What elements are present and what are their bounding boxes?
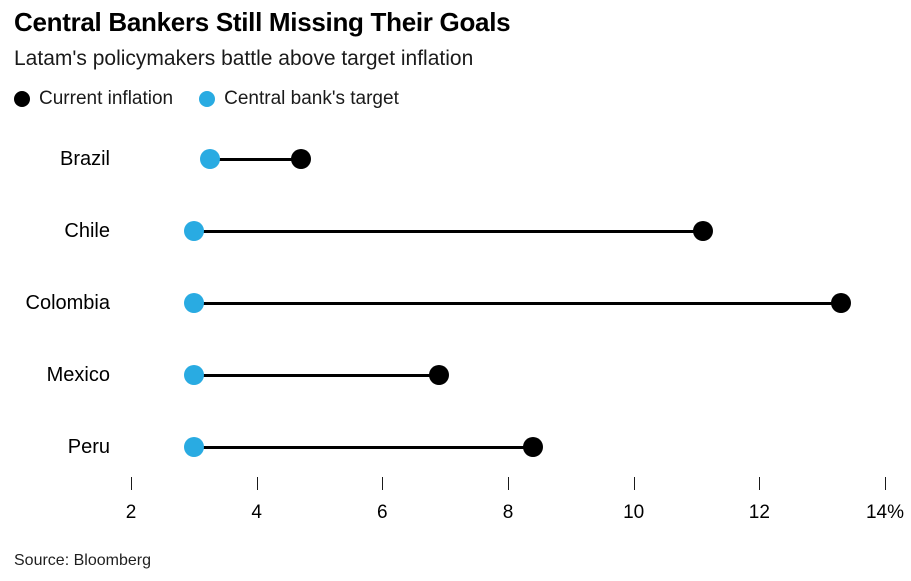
target-dot [183,437,204,457]
legend-label-current-inflation: Current inflation [39,88,174,109]
chart-subtitle: Latam's policymakers battle above target… [14,47,474,70]
axis-tick [256,477,258,490]
chart-title: Central Bankers Still Missing Their Goal… [14,7,511,37]
category-label: Brazil [59,148,110,170]
axis-tick-label: 10 [623,502,645,523]
axis-tick [382,477,384,490]
current-inflation-dot-icon [14,91,30,107]
current-inflation-dot [523,437,544,457]
axis-tick-label: 8 [502,502,514,523]
current-inflation-dot [692,221,713,241]
category-label: Peru [67,436,110,458]
axis-tick-label: 12 [748,502,770,523]
current-inflation-dot [290,149,311,169]
connector-line [193,373,439,377]
target-dot [199,149,220,169]
category-label: Colombia [25,292,110,314]
legend-label-target: Central bank's target [224,88,399,109]
legend-item-current-inflation: Current inflation [14,88,173,110]
current-inflation-dot [831,293,852,313]
target-dot-icon [199,91,216,107]
axis-tick-label: 6 [377,502,388,523]
axis-tick [131,477,132,490]
legend-item-target: Central bank's target [199,88,399,110]
category-label: Chile [64,220,110,242]
axis-tick-label: 2 [125,502,137,523]
connector-line [193,301,841,305]
current-inflation-dot [428,365,449,385]
axis-tick [885,477,886,490]
target-dot [183,221,204,241]
target-dot [183,365,204,385]
category-label: Mexico [46,364,110,386]
source-note: Source: Bloomberg [14,552,151,569]
target-dot [183,293,204,313]
connector-line [193,229,703,233]
connector-line [193,445,534,449]
axis-tick [508,477,509,490]
chart-legend: Current inflation Central bank's target [14,88,399,110]
axis-tick-label: 14% [865,502,905,523]
connector-line [209,157,301,161]
axis-tick [759,477,761,490]
axis-tick [633,477,635,490]
axis-tick-label: 4 [251,502,262,523]
